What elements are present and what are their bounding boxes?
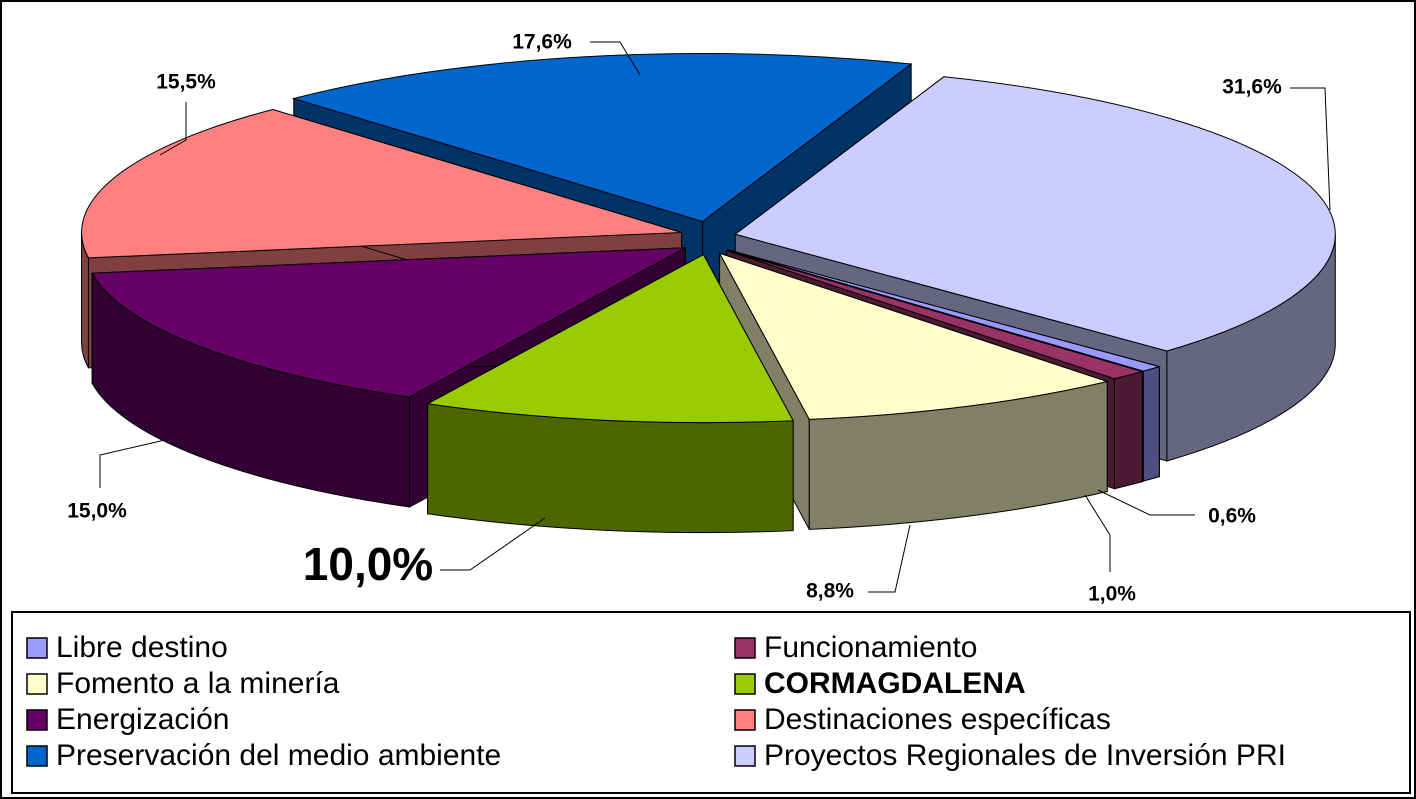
legend-label: Fomento a la minería [56, 667, 340, 700]
leader-line [1290, 87, 1331, 211]
slice-wall [1142, 365, 1160, 482]
legend-label: Proyectos Regionales de Inversión PRI [764, 739, 1286, 772]
data-label: 10,0% [303, 538, 433, 590]
slice [718, 252, 1110, 420]
slice-wall [427, 403, 794, 534]
legend-swatch [734, 745, 756, 767]
legend-swatch [26, 637, 48, 659]
slice [426, 253, 794, 424]
data-label: 8,8% [806, 580, 854, 603]
slice-wall [1113, 370, 1143, 490]
data-label: 15,5% [156, 71, 216, 94]
legend-label: Destinaciones específicas [764, 703, 1111, 736]
data-label: 17,6% [512, 31, 572, 54]
data-label: 0,6% [1208, 505, 1256, 528]
leader-line [590, 41, 641, 76]
legend-label: Funcionamiento [764, 631, 977, 664]
legend-label: Libre destino [56, 631, 228, 664]
data-label: 15,0% [67, 500, 127, 523]
legend-swatch [26, 673, 48, 695]
slice [91, 247, 686, 398]
legend-label: Energización [56, 703, 229, 736]
legend-label: Preservación del medio ambiente [56, 739, 501, 772]
legend-label: CORMAGDALENA [764, 667, 1026, 700]
slice [291, 53, 913, 223]
slice [726, 249, 1145, 380]
leader-line [159, 102, 187, 156]
slice [734, 76, 1336, 352]
legend-swatch [734, 637, 756, 659]
leader-line [1097, 489, 1195, 516]
leader-line [440, 517, 546, 571]
legend-box [11, 611, 1411, 794]
data-label: 31,6% [1222, 76, 1282, 99]
slice [81, 108, 682, 259]
legend-swatch [734, 709, 756, 731]
legend-swatch [734, 673, 756, 695]
leader-line [99, 439, 166, 488]
legend-swatch [26, 709, 48, 731]
leader-line [1084, 494, 1111, 572]
leader-line [868, 524, 911, 593]
slice [727, 249, 1162, 372]
data-label: 1,0% [1088, 583, 1136, 606]
legend-swatch [26, 745, 48, 767]
